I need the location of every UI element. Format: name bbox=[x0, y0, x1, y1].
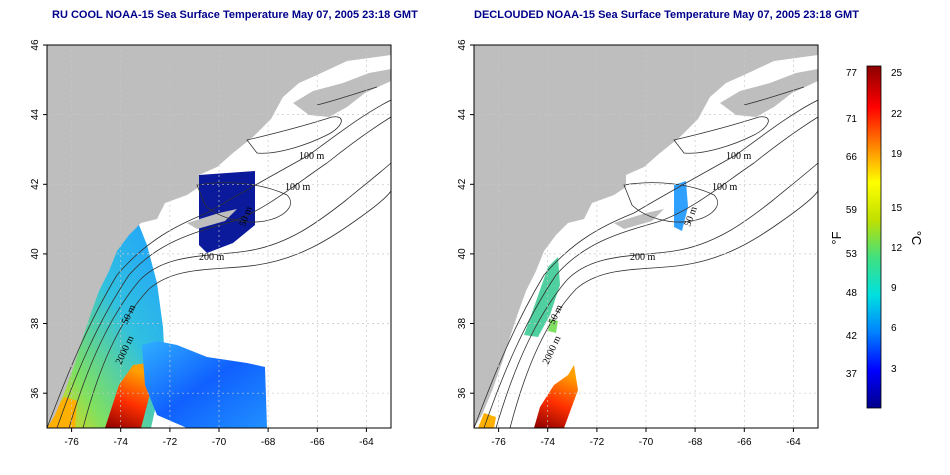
x-tick-label: -72 bbox=[590, 437, 605, 448]
fahrenheit-tick: 42 bbox=[846, 331, 858, 342]
y-tick-label: 42 bbox=[30, 178, 41, 190]
celsius-tick: 12 bbox=[891, 243, 903, 254]
celsius-tick: 15 bbox=[891, 203, 903, 214]
contour-label: 200 m bbox=[630, 252, 656, 263]
x-tick-label: -76 bbox=[64, 437, 79, 448]
x-tick-label: -64 bbox=[359, 437, 374, 448]
y-tick-label: 42 bbox=[457, 178, 468, 190]
y-tick-label: 44 bbox=[457, 109, 468, 121]
x-tick-label: -72 bbox=[163, 437, 178, 448]
x-tick-label: -66 bbox=[737, 437, 752, 448]
celsius-tick: 6 bbox=[891, 323, 897, 334]
right-map-title: DECLOUDED NOAA-15 Sea Surface Temperatur… bbox=[474, 9, 859, 21]
x-tick-label: -66 bbox=[310, 437, 325, 448]
contour-label: 200 m bbox=[199, 252, 225, 263]
y-tick-label: 40 bbox=[30, 248, 41, 260]
contour-label: 100 m bbox=[712, 182, 738, 193]
fahrenheit-tick: 66 bbox=[846, 152, 858, 163]
right-map-panel: 100 m 100 m 50 m 200 m 50 m 2000 m -76 -… bbox=[457, 39, 819, 448]
y-tick-label: 38 bbox=[457, 318, 468, 330]
y-tick-label: 38 bbox=[30, 318, 41, 330]
temperature-colorbar: 77 71 66 59 53 48 42 37 25 22 19 15 12 9… bbox=[829, 65, 924, 409]
fahrenheit-tick: 77 bbox=[846, 68, 858, 79]
fahrenheit-tick: 48 bbox=[846, 288, 858, 299]
x-tick-label: -76 bbox=[491, 437, 506, 448]
y-tick-label: 46 bbox=[457, 39, 468, 51]
x-tick-label: -68 bbox=[688, 437, 703, 448]
y-tick-label: 46 bbox=[30, 39, 41, 51]
celsius-tick: 19 bbox=[891, 149, 903, 160]
contour-label: 100 m bbox=[726, 151, 752, 162]
fahrenheit-axis-label: °F bbox=[829, 231, 844, 244]
y-tick-label: 44 bbox=[30, 109, 41, 121]
colorbar-gradient bbox=[866, 65, 882, 409]
contour-label: 100 m bbox=[299, 151, 325, 162]
x-tick-label: -64 bbox=[786, 437, 801, 448]
left-map-title: RU COOL NOAA-15 Sea Surface Temperature … bbox=[52, 9, 418, 21]
fahrenheit-tick: 53 bbox=[846, 249, 858, 260]
celsius-tick: 3 bbox=[891, 364, 897, 375]
x-tick-label: -74 bbox=[113, 437, 128, 448]
fahrenheit-tick: 37 bbox=[846, 369, 858, 380]
y-tick-label: 36 bbox=[30, 387, 41, 399]
celsius-tick: 22 bbox=[891, 109, 903, 120]
x-tick-label: -70 bbox=[639, 437, 654, 448]
y-tick-label: 40 bbox=[457, 248, 468, 260]
celsius-axis-label: °C bbox=[909, 231, 924, 246]
x-tick-label: -70 bbox=[212, 437, 227, 448]
celsius-tick: 25 bbox=[891, 68, 903, 79]
contour-label: 100 m bbox=[285, 182, 311, 193]
x-tick-label: -68 bbox=[261, 437, 276, 448]
x-tick-label: -74 bbox=[540, 437, 555, 448]
y-tick-label: 36 bbox=[457, 387, 468, 399]
celsius-tick: 9 bbox=[891, 283, 897, 294]
left-map-panel: 100 m 100 m 50 m 200 m 50 m 2000 m -76 -… bbox=[30, 39, 392, 448]
fahrenheit-tick: 71 bbox=[846, 114, 858, 125]
fahrenheit-tick: 59 bbox=[846, 205, 858, 216]
